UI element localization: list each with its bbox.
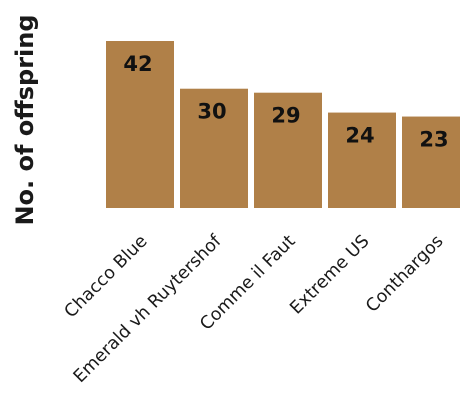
bar-extreme-us [328,112,396,208]
bar-value-label: 23 [419,128,448,152]
bar-conthargos [402,116,460,208]
x-tick-label: Emerald vh Ruytershof [70,231,226,387]
bar-value-label: 30 [197,100,226,124]
bar-comme-il-faut [254,92,322,208]
bar-emerald-vh-ruytershof [180,88,248,208]
bar-value-label: 29 [271,104,300,128]
bar-value-label: 42 [123,52,152,76]
x-tick-label: Conthargos [362,231,447,316]
bar-chacco-blue [106,41,174,208]
bar-value-label: 24 [345,124,374,148]
bars [106,41,460,208]
bar-value-labels: 42 30 29 24 23 [123,52,448,152]
x-tick-label: Extreme US [286,231,373,318]
y-axis-label: No. of offspring [11,14,39,225]
